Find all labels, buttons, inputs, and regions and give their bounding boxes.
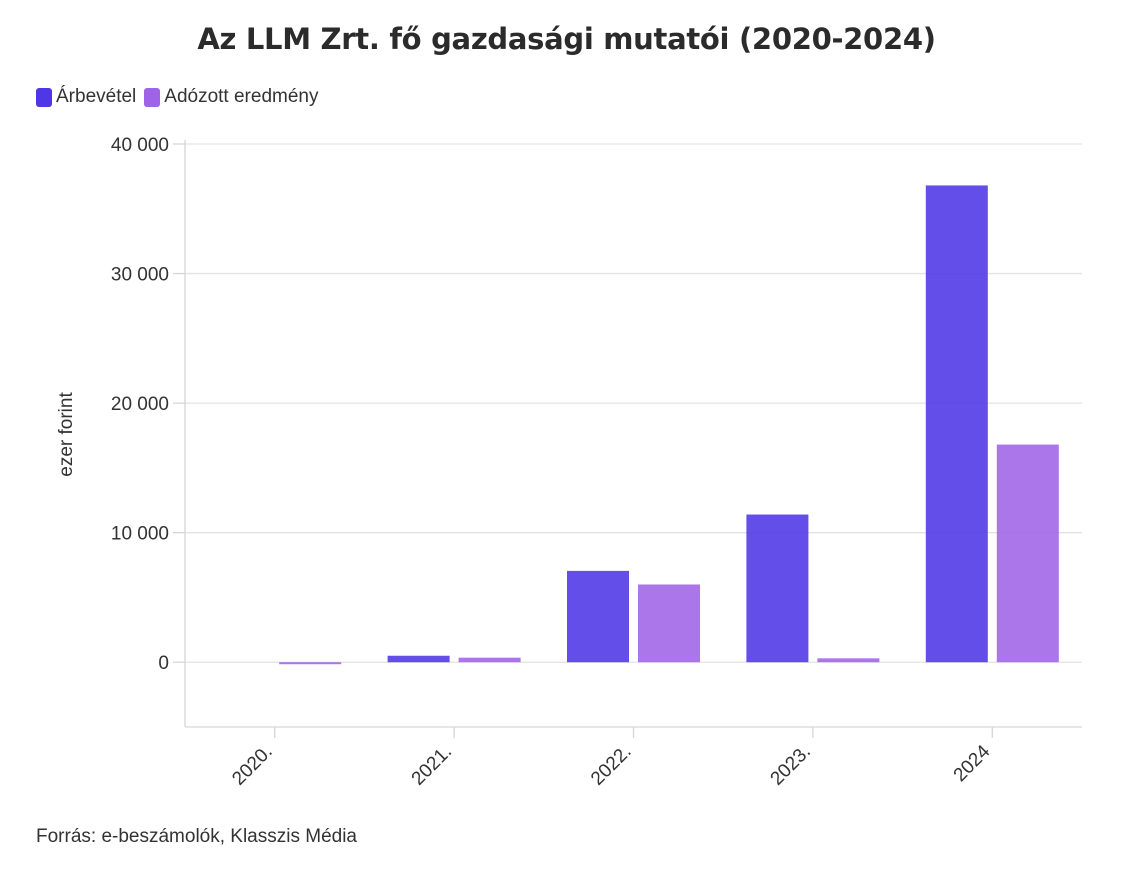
source-note: Forrás: e-beszámolók, Klasszis Média (36, 826, 357, 847)
chart-title: Az LLM Zrt. fő gazdasági mutatói (2020-2… (197, 22, 936, 56)
legend-item-adozott-eredmeny[interactable]: Adózott eredmény (144, 86, 318, 108)
bar-adozott-eredmeny-3 (817, 658, 880, 663)
bar-arbevetel-1 (387, 655, 450, 663)
legend-label-adozott-eredmeny: Adózott eredmény (164, 86, 319, 107)
x-tick-label: 2022. (587, 741, 635, 789)
legend: Árbevétel Adózott eredmény (36, 86, 326, 108)
y-tick-label: 0 (158, 653, 169, 674)
bar-adozott-eredmeny-0 (279, 662, 342, 665)
bar-adozott-eredmeny-4 (996, 444, 1059, 663)
x-tick-label: 2024 (950, 741, 995, 786)
legend-swatch-arbevetel (36, 87, 52, 107)
bar-adozott-eredmeny-2 (638, 584, 700, 663)
y-axis-label: ezer forint (56, 392, 77, 477)
y-tick-label: 30 000 (111, 265, 169, 286)
legend-label-arbevetel: Árbevétel (56, 86, 137, 107)
y-tick-label: 10 000 (111, 524, 169, 545)
y-tick-label: 20 000 (111, 394, 169, 415)
y-tick-label: 40 000 (111, 135, 169, 156)
x-tick-label: 2023. (767, 741, 815, 789)
bar-arbevetel-3 (746, 514, 809, 663)
x-tick-label: 2021. (408, 741, 456, 789)
bar-adozott-eredmeny-1 (458, 657, 521, 663)
bar-arbevetel-4 (925, 185, 988, 663)
legend-swatch-adozott-eredmeny (144, 87, 161, 107)
x-tick-label: 2020. (228, 741, 276, 789)
legend-item-arbevetel[interactable]: Árbevétel (36, 86, 136, 108)
bar-arbevetel-2 (567, 570, 629, 663)
